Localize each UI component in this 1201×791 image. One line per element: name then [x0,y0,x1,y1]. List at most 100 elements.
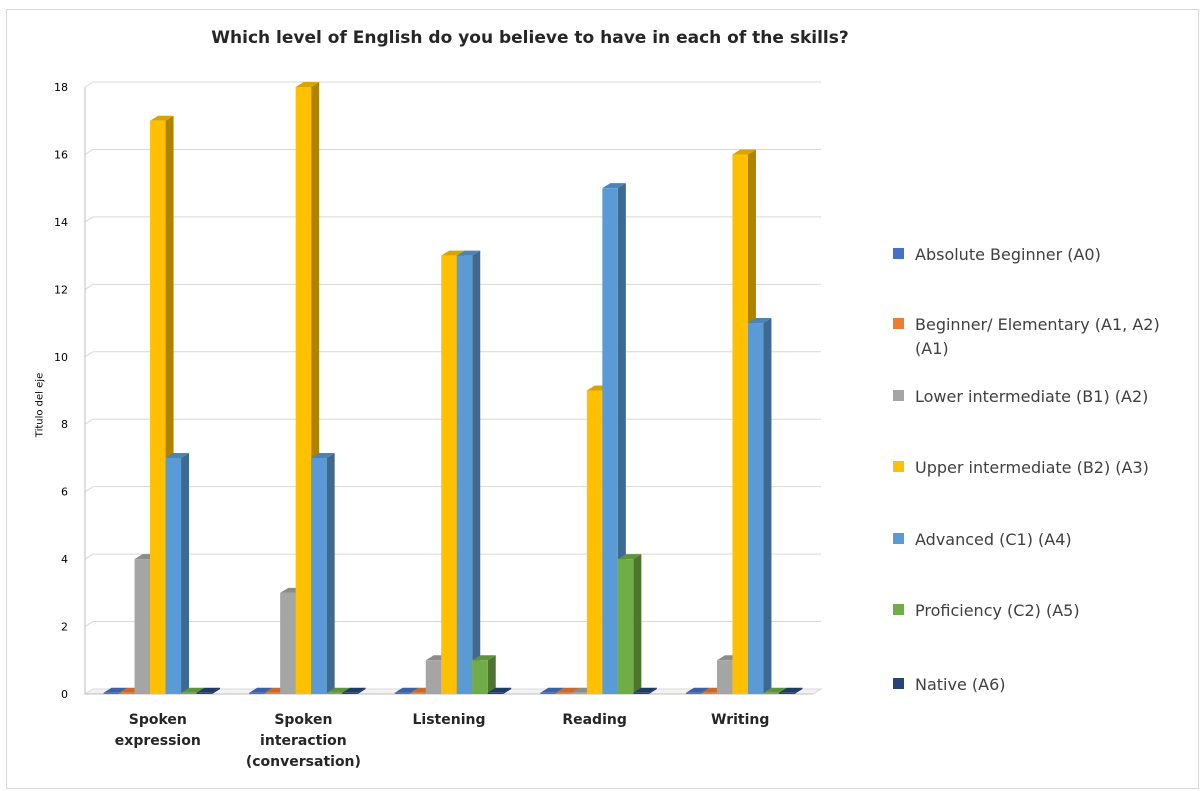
bar-front [747,323,764,694]
bar-top [747,318,772,324]
bar-front [311,457,327,694]
bar-front [763,692,779,694]
gridline-depth [84,351,94,358]
legend-item-a0: Absolute Beginner (A0) [893,243,1185,267]
bar-front [701,692,717,694]
bar-front [295,87,312,694]
bar-front [456,255,473,694]
bar [165,452,190,694]
bar [747,318,772,694]
bar-front [540,692,556,694]
y-tick-label: 6 [61,486,68,499]
bar [342,687,366,694]
bar-front [181,692,197,694]
bar-top [617,554,642,560]
y-tick-label: 14 [54,216,68,229]
bar-front [425,660,442,694]
bar-top [181,687,205,693]
bar-front [394,692,411,694]
bar-front [119,692,135,694]
bar-front [778,692,795,694]
legend-swatch [893,533,904,544]
bar [487,687,512,694]
bar-top [763,687,787,693]
y-tick-label: 0 [61,688,68,701]
legend-swatch [893,248,904,259]
bar-top [394,687,419,693]
x-category-label: Listening [413,712,486,728]
bar-front [732,154,748,694]
bar-front [150,120,166,694]
x-category-label: Spoken expression [115,712,201,749]
gridline-depth [84,283,94,290]
bar-side [487,655,496,694]
bar-top [685,687,710,693]
bar-top [732,149,756,155]
bar-top [633,687,657,693]
bar-top [456,250,481,256]
bar-top [295,82,320,87]
bar-front [472,660,488,694]
legend-label: Lower intermediate (B1) (A2) [915,387,1149,406]
bar-top [196,687,221,693]
legend-label: Proficiency (C2) (A5) [915,601,1080,620]
y-tick-label: 16 [54,148,68,161]
bar-front [280,592,296,694]
legend-label: Beginner/ Elementary (A1, A2) (A1) [915,315,1160,358]
legend-swatch [893,390,904,401]
bar [617,554,642,694]
bar [778,687,803,694]
bar-top [441,250,465,256]
bar [196,687,221,694]
bar-side [181,452,190,694]
bar-side [633,554,642,694]
bar-top [342,687,366,693]
bar-top [249,687,273,693]
bar-front [487,692,504,694]
bar-front [685,692,702,694]
bar-front [617,559,634,694]
legend-item-a3: Upper intermediate (B2) (A3) [893,456,1185,480]
bar-top [778,687,803,693]
gridline-depth [84,418,94,425]
bar-top [311,452,335,458]
bar-front [196,692,213,694]
y-tick-label: 2 [61,621,68,634]
bar-front [134,559,151,694]
gridline-depth [84,149,94,155]
bar-front [249,692,265,694]
bar-front [441,255,457,694]
bar-front [633,692,649,694]
bar-top [165,452,190,458]
gridline-depth [84,621,94,627]
y-tick-label: 10 [54,351,68,364]
bar-side [326,452,335,694]
bar-top [472,655,496,661]
y-tick-label: 18 [54,81,68,94]
bar-front [165,457,182,694]
bar-top [602,183,626,189]
legend-label: Advanced (C1) (A4) [915,530,1072,549]
y-tick-label: 8 [61,418,68,431]
x-category-label: Spoken interaction (conversation) [246,712,361,770]
bar-top [150,115,174,121]
bar-front [586,390,603,694]
y-tick-label: 12 [54,283,68,296]
bar-front [103,692,120,694]
bar-side [357,687,366,694]
legend-label: Native (A6) [915,675,1006,694]
y-axis-label: Titulo del eje [34,372,46,438]
legend-swatch [893,318,904,329]
chart-title: Which level of English do you believe to… [211,28,849,48]
bar-top [555,687,580,693]
bar-front [716,660,733,694]
legend-label: Absolute Beginner (A0) [915,245,1101,264]
bar-front [602,188,618,694]
bar-side [648,687,657,694]
legend-item-a2: Lower intermediate (B1) (A2) [893,385,1185,409]
legend-swatch [893,678,904,689]
bar-top [487,687,512,693]
bar-top [326,687,351,693]
legend-item-a4: Advanced (C1) (A4) [893,528,1185,552]
